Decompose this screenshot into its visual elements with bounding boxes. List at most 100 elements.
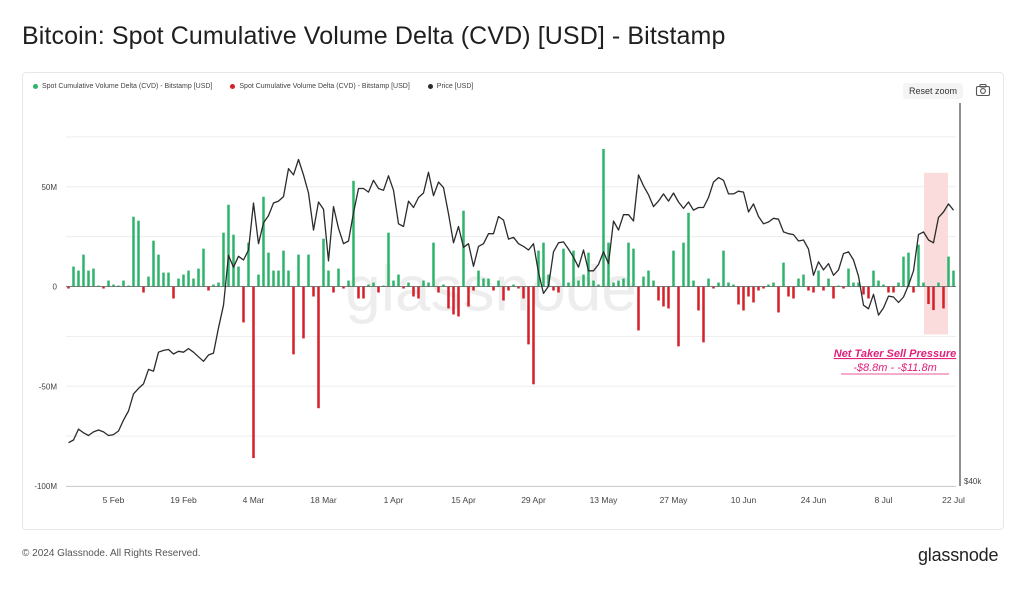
x-axis-tick-label: 8 Jul [875, 495, 893, 505]
cvd-bar-positive [427, 282, 430, 287]
cvd-bar-positive [422, 280, 425, 287]
cvd-bar-positive [877, 280, 880, 287]
cvd-bar-negative [332, 286, 335, 293]
cvd-bar-positive [802, 274, 805, 287]
cvd-bar-positive [322, 238, 325, 287]
cvd-bar-negative [417, 286, 420, 299]
cvd-bar-negative [737, 286, 740, 305]
cvd-bar-positive [577, 280, 580, 287]
cvd-bar-positive [167, 272, 170, 287]
cvd-bar-positive [837, 285, 840, 287]
cvd-bar-negative [452, 286, 455, 315]
cvd-bar-positive [487, 278, 490, 287]
cvd-bar-positive [617, 280, 620, 287]
glassnode-logo[interactable]: glassnode [918, 545, 999, 565]
cvd-bar-negative [842, 286, 845, 289]
cvd-bar-negative [242, 286, 245, 323]
cvd-bar-positive [202, 248, 205, 287]
cvd-bar-positive [727, 282, 730, 287]
cvd-bar-positive [372, 282, 375, 287]
cvd-bar-negative [467, 286, 470, 307]
cvd-bar-positive [352, 180, 355, 287]
cvd-bar-positive [952, 270, 955, 287]
sell-pressure-highlight [924, 172, 948, 335]
legend-item-price[interactable]: Price [USD] [427, 83, 474, 90]
cvd-bar-positive [622, 278, 625, 287]
cvd-bar-positive [432, 242, 435, 287]
cvd-bar-negative [142, 286, 145, 293]
cvd-bar-positive [367, 284, 370, 287]
cvd-bar-positive [122, 280, 125, 287]
x-axis-tick-label: 1 Apr [384, 495, 404, 505]
cvd-bar-positive [477, 270, 480, 287]
annotation-subtitle: -$8.8m - -$11.8m [853, 362, 937, 374]
cvd-bar-negative [532, 286, 535, 385]
cvd-bar-negative [762, 286, 765, 289]
cvd-bar-positive [192, 278, 195, 287]
cvd-bar-positive [97, 285, 100, 287]
cvd-bar-negative [887, 286, 890, 293]
price-line [68, 158, 955, 444]
cvd-bar-negative [457, 286, 460, 317]
cvd-bar-positive [297, 254, 300, 287]
chart-legend: Spot Cumulative Volume Delta (CVD) - Bit… [33, 83, 473, 90]
cvd-bar-positive [442, 284, 445, 287]
cvd-bar-positive [682, 242, 685, 287]
legend-dot-red [230, 84, 236, 89]
cvd-bar-positive [827, 278, 830, 287]
cvd-bar-positive [937, 282, 940, 287]
cvd-bar-positive [127, 285, 130, 287]
cvd-bar-positive [327, 270, 330, 287]
camera-icon[interactable] [975, 83, 991, 97]
cvd-bar-negative [292, 286, 295, 355]
x-axis-tick-label: 13 May [590, 495, 619, 505]
x-axis-tick-label: 24 Jun [801, 495, 827, 505]
cvd-bar-positive [797, 278, 800, 287]
cvd-bar-positive [87, 270, 90, 287]
cvd-bar-positive [692, 280, 695, 287]
cvd-bar-negative [702, 286, 705, 343]
cvd-bar-negative [357, 286, 360, 299]
cvd-bar-positive [612, 282, 615, 287]
x-axis-tick-label: 22 Jul [942, 495, 965, 505]
cvd-bar-positive [347, 280, 350, 287]
cvd-bar-positive [567, 282, 570, 287]
y-axis-tick-label: -100M [34, 482, 57, 491]
page-title: Bitcoin: Spot Cumulative Volume Delta (C… [22, 22, 726, 50]
cvd-bar-positive [182, 274, 185, 287]
legend-label: Price [USD] [436, 83, 474, 90]
cvd-bar-positive [132, 216, 135, 287]
cvd-bar-positive [627, 242, 630, 287]
cvd-bar-positive [382, 285, 385, 287]
cvd-bar-negative [377, 286, 380, 293]
cvd-bar-negative [522, 286, 525, 299]
cvd-bar-negative [557, 286, 560, 293]
annotation-title: Net Taker Sell Pressure [834, 348, 957, 360]
cvd-bar-negative [207, 286, 210, 291]
legend-item-positive-cvd[interactable]: Spot Cumulative Volume Delta (CVD) - Bit… [33, 83, 212, 90]
cvd-bar-positive [772, 282, 775, 287]
cvd-bar-negative [362, 286, 365, 299]
cvd-bar-negative [402, 286, 405, 289]
cvd-bar-positive [112, 284, 115, 287]
cvd-bar-positive [817, 270, 820, 287]
cvd-bar-negative [792, 286, 795, 299]
cvd-bar-positive [602, 148, 605, 287]
cvd-bar-negative [927, 286, 930, 305]
cvd-bar-negative [757, 286, 760, 291]
cvd-bar-negative [492, 286, 495, 291]
cvd-bar-positive [72, 266, 75, 287]
cvd-bar-positive [232, 234, 235, 287]
cvd-bar-negative [867, 286, 870, 299]
legend-item-negative-cvd[interactable]: Spot Cumulative Volume Delta (CVD) - Bit… [230, 83, 410, 90]
cvd-bar-positive [537, 250, 540, 287]
cvd-bar-positive [77, 270, 80, 287]
cvd-bar-negative [637, 286, 640, 331]
cvd-bar-positive [907, 252, 910, 287]
cvd-bar-negative [712, 286, 715, 289]
cvd-bar-positive [257, 274, 260, 287]
reset-zoom-button[interactable]: Reset zoom [903, 83, 964, 99]
cvd-bar-negative [777, 286, 780, 313]
legend-label: Spot Cumulative Volume Delta (CVD) - Bit… [239, 83, 410, 90]
